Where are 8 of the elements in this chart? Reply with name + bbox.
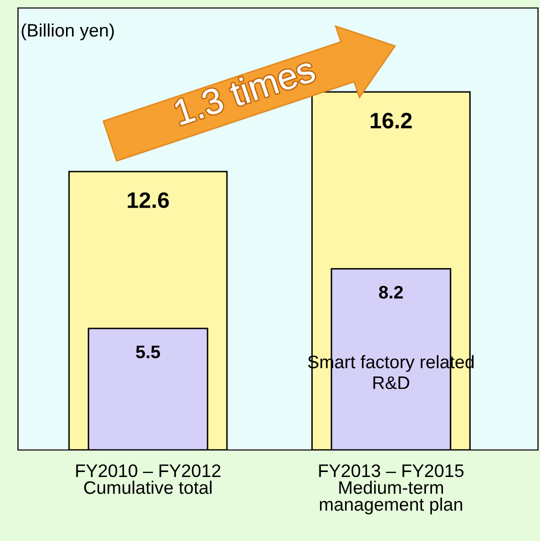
annotation: 1.3 times <box>172 55 316 126</box>
data-label: 12.6 <box>128 192 169 208</box>
data-label: 16.2 <box>370 112 412 128</box>
x-tick-label: FY2013 – FY2015 Medium-term management plan <box>319 464 464 514</box>
data-label: 5.5 <box>136 346 160 358</box>
x-tick-label: FY2010 – FY2012 Cumulative total <box>76 464 220 494</box>
data-label: 8.2 <box>379 286 403 299</box>
annotation: (Billion yen) <box>22 23 114 40</box>
